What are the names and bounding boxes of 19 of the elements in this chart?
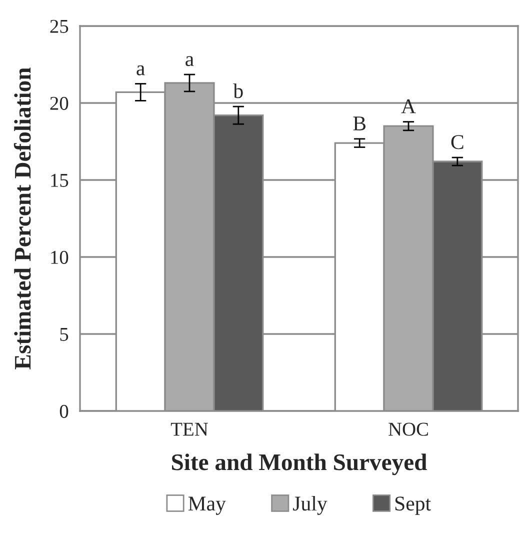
legend-label: July bbox=[293, 496, 328, 515]
data-label: b bbox=[233, 83, 243, 98]
data-label: C bbox=[451, 135, 464, 150]
y-tick-label: 15 bbox=[51, 174, 68, 187]
y-tick-label: 20 bbox=[50, 96, 68, 110]
y-tick-label: 25 bbox=[50, 20, 68, 33]
y-axis-title: Estimated Percent Defoliation bbox=[14, 68, 31, 370]
legend-label: Sept bbox=[395, 496, 431, 515]
y-tick-label: 0 bbox=[60, 404, 68, 418]
x-tick-label: NOC bbox=[388, 422, 428, 436]
data-label: a bbox=[136, 65, 145, 76]
y-tick-label: 10 bbox=[51, 250, 68, 264]
y-tick-label: 5 bbox=[60, 328, 68, 341]
data-label: A bbox=[401, 99, 416, 114]
legend-label: May bbox=[188, 496, 226, 515]
data-label: B bbox=[353, 116, 366, 130]
data-label: a bbox=[186, 56, 194, 66]
x-axis-title: Site and Month Surveyed bbox=[172, 454, 427, 476]
x-tick-label: TEN bbox=[170, 422, 208, 436]
